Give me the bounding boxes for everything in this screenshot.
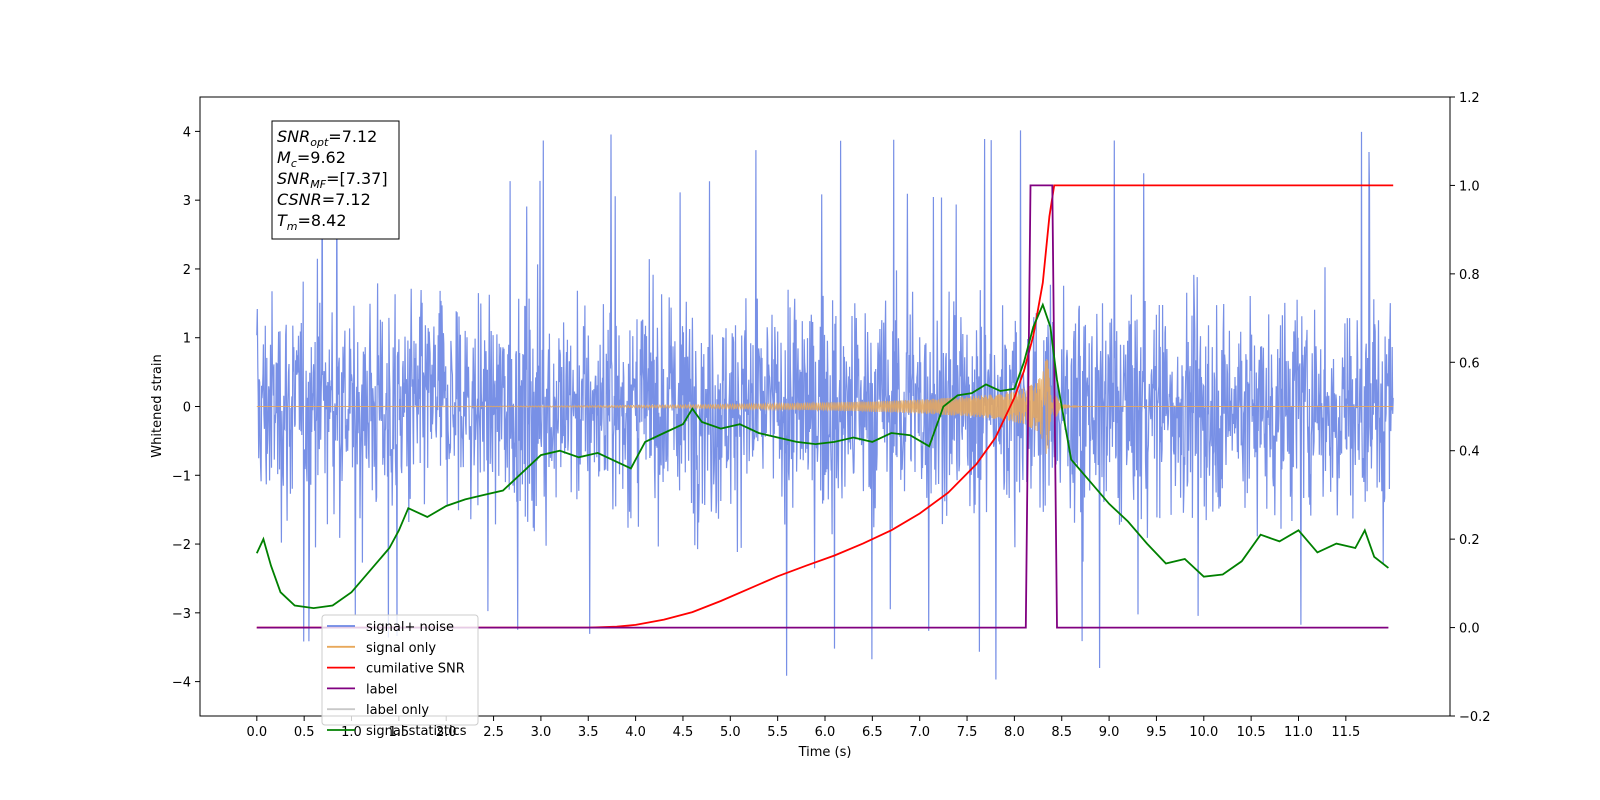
y-left-tick-label: −1 <box>172 469 191 484</box>
annotation-line: CSNR=7.12 <box>277 190 371 209</box>
x-tick-label: 4.0 <box>625 725 646 740</box>
label-line <box>256 184 1389 629</box>
legend-frame <box>321 614 479 726</box>
y-left-tick-label: 1 <box>183 332 191 347</box>
y-right-tick-label: 0.0 <box>1459 622 1480 637</box>
legend-label-label-only: label only <box>366 703 429 718</box>
legend-label-cumilative-snr: cumilative SNR <box>366 662 465 677</box>
x-tick-label: 4.5 <box>673 725 694 740</box>
y-right-tick-label: −0.2 <box>1459 710 1491 725</box>
legend-label-signal-only: signal only <box>366 641 436 656</box>
x-tick-label: 7.0 <box>909 725 930 740</box>
y-right-tick-label: 0.4 <box>1459 445 1480 460</box>
x-tick-label: 6.0 <box>815 725 836 740</box>
y-left-tick-label: 3 <box>183 194 191 209</box>
y-left-tick-label: −3 <box>172 607 191 622</box>
legend-label-signal-noise: signal+ noise <box>366 620 454 635</box>
signal-noise-line <box>256 127 1394 680</box>
x-tick-label: 8.5 <box>1051 725 1072 740</box>
y-left-tick-label: −2 <box>172 538 191 553</box>
x-tick-label: 9.0 <box>1099 725 1120 740</box>
x-tick-label: 10.0 <box>1189 725 1218 740</box>
x-tick-label: 5.5 <box>767 725 788 740</box>
x-tick-label: 1.0 <box>341 725 362 740</box>
annotation-line: SNRopt=7.12 <box>277 127 377 149</box>
y-left-tick-label: 2 <box>183 263 191 278</box>
annotation-line: SNRMF=[7.37] <box>277 169 388 191</box>
y-right-tick-label: 0.8 <box>1459 268 1480 283</box>
x-axis: 0.0 0.5 1.0 1.5 2.0 2.5 3.0 3.5 4.0 4.5 5.0 5.5 6.0 6… <box>246 716 1360 740</box>
left-axis: 4 3 2 1 0 −1 −2 −3 −4 <box>172 125 200 691</box>
x-axis-title: Time (s) <box>798 745 852 760</box>
legend: signal+ noise signal only cumilative SNR la… <box>321 614 479 739</box>
legend-label-label: label <box>366 682 397 697</box>
y-left-tick-label: 0 <box>183 401 191 416</box>
cumilative-snr-line <box>256 184 1394 629</box>
legend-label-signal-statistics: signal statistics <box>366 724 467 739</box>
y-axis-title: Whitened strain <box>150 354 165 457</box>
y-right-tick-label: 0.6 <box>1459 356 1480 371</box>
y-right-tick-label: 1.0 <box>1459 179 1480 194</box>
annotation-line: Mc=9.62 <box>277 148 346 170</box>
x-tick-label: 3.5 <box>578 725 599 740</box>
x-tick-label: 10.5 <box>1237 725 1266 740</box>
annotation-frame <box>271 120 400 240</box>
y-right-tick-label: 1.2 <box>1459 91 1480 106</box>
x-tick-label: 6.5 <box>862 725 883 740</box>
y-left-tick-label: −4 <box>172 676 191 691</box>
right-axis: 1.2 1.0 0.8 0.6 0.4 0.2 0.0 −0.2 <box>1450 91 1491 725</box>
x-tick-label: 11.5 <box>1331 725 1360 740</box>
annotation-line: Tm=8.42 <box>277 211 347 233</box>
x-tick-label: 2.0 <box>436 725 457 740</box>
signal-statistics-line <box>255 302 1389 610</box>
x-tick-label: 8.0 <box>1004 725 1025 740</box>
series-layer <box>255 127 1394 680</box>
x-tick-label: 3.0 <box>531 725 552 740</box>
signal-only-line <box>256 359 1394 454</box>
y-left-tick-label: 4 <box>183 125 191 140</box>
x-tick-label: 7.5 <box>957 725 978 740</box>
x-tick-label: 11.0 <box>1284 725 1313 740</box>
x-tick-label: 1.5 <box>389 725 410 740</box>
x-tick-label: 0.0 <box>246 725 267 740</box>
y-right-tick-label: 0.2 <box>1459 533 1480 548</box>
x-tick-label: 0.5 <box>294 725 315 740</box>
x-tick-label: 5.0 <box>720 725 741 740</box>
x-tick-label: 9.5 <box>1146 725 1167 740</box>
x-tick-label: 2.5 <box>483 725 504 740</box>
